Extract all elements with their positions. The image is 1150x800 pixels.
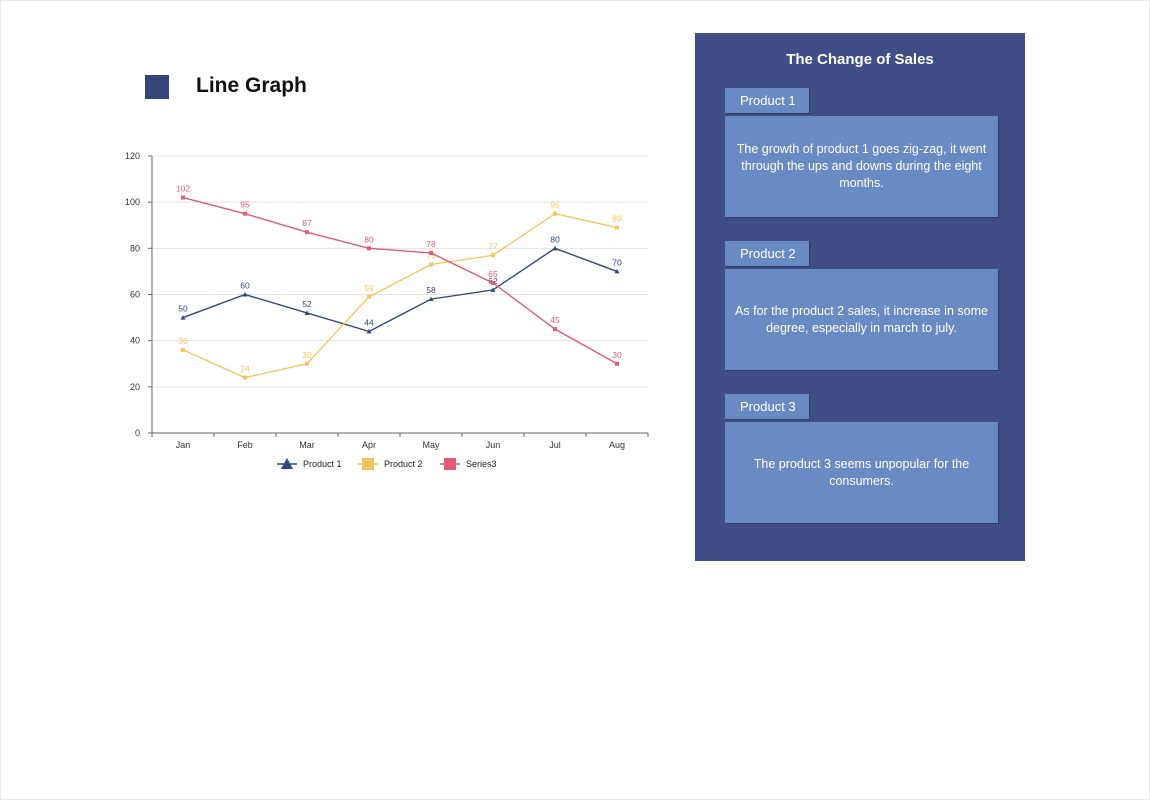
page-title: Line Graph xyxy=(196,74,307,97)
y-tick-label: 60 xyxy=(130,290,140,300)
data-point xyxy=(305,361,309,366)
data-label: 24 xyxy=(240,364,250,374)
data-point xyxy=(615,361,619,366)
data-label: 80 xyxy=(364,234,374,244)
y-tick-label: 120 xyxy=(125,151,140,161)
legend-label: Product 1 xyxy=(303,459,342,469)
data-label: 50 xyxy=(178,304,188,314)
series-line xyxy=(182,196,618,365)
x-tick-label: Apr xyxy=(362,440,376,450)
x-tick-label: Aug xyxy=(609,440,625,450)
data-point xyxy=(243,211,247,216)
data-point xyxy=(242,292,248,297)
y-tick-label: 20 xyxy=(130,382,140,392)
data-point xyxy=(366,328,372,334)
data-label: 44 xyxy=(364,317,374,327)
product-3-description: The product 3 seems unpopular for the co… xyxy=(725,422,998,523)
data-label: 87 xyxy=(302,218,312,228)
x-tick-label: May xyxy=(422,440,440,450)
legend-marker xyxy=(281,458,293,469)
data-label: 52 xyxy=(302,299,312,309)
data-point xyxy=(552,245,558,251)
y-tick-label: 40 xyxy=(130,336,140,346)
data-point xyxy=(491,280,495,285)
data-point xyxy=(305,230,309,235)
data-label: 30 xyxy=(612,350,622,360)
data-point xyxy=(615,225,619,230)
legend-label: Series3 xyxy=(466,459,497,469)
data-point xyxy=(181,195,185,200)
x-tick-label: Feb xyxy=(237,440,253,450)
title-marker-square xyxy=(145,75,169,99)
data-label: 80 xyxy=(550,234,560,244)
data-point xyxy=(429,250,433,255)
product-2-description: As for the product 2 sales, it increase … xyxy=(725,269,998,370)
data-point xyxy=(367,294,371,299)
legend-label: Product 2 xyxy=(384,459,423,469)
panel-title: The Change of Sales xyxy=(786,51,934,68)
y-tick-label: 100 xyxy=(125,197,140,207)
data-label: 78 xyxy=(426,239,436,249)
product-2-label: Product 2 xyxy=(725,241,809,266)
series-line xyxy=(182,247,618,333)
x-tick-label: Jun xyxy=(486,440,501,450)
data-label: 102 xyxy=(176,184,190,194)
data-label: 73 xyxy=(426,250,436,260)
data-label: 30 xyxy=(302,350,312,360)
y-tick-label: 80 xyxy=(130,243,140,253)
product-1-description: The growth of product 1 goes zig-zag, it… xyxy=(725,116,998,217)
data-label: 45 xyxy=(550,315,560,325)
x-tick-label: Mar xyxy=(299,440,315,450)
line-chart: 0 20 40 60 80 100 120 Jan Feb Mar Apr May Jun Jul Aug 5… xyxy=(125,151,649,470)
data-label: 95 xyxy=(240,200,250,210)
data-label: 58 xyxy=(426,285,436,295)
data-point xyxy=(180,315,186,320)
data-point xyxy=(428,296,434,302)
data-point xyxy=(243,375,247,380)
data-point xyxy=(614,268,620,274)
x-tick-label: Jul xyxy=(549,440,561,450)
data-label: 77 xyxy=(488,241,498,251)
data-point xyxy=(367,246,371,251)
data-label: 65 xyxy=(488,269,498,279)
data-label: 60 xyxy=(240,281,250,291)
data-point xyxy=(429,262,433,267)
data-point xyxy=(181,347,185,352)
data-point xyxy=(553,211,557,216)
data-label: 70 xyxy=(612,257,622,267)
data-label: 62 xyxy=(488,276,498,286)
data-point xyxy=(553,327,557,332)
data-point xyxy=(491,253,495,258)
sales-summary-panel: The Change of Sales Product 1 The growth… xyxy=(695,33,1025,561)
product-3-label: Product 3 xyxy=(725,394,809,419)
x-tick-label: Jan xyxy=(176,440,191,450)
product-1-label: Product 1 xyxy=(725,88,809,113)
legend-marker xyxy=(444,458,456,470)
data-point xyxy=(490,287,496,292)
y-tick-label: 0 xyxy=(135,428,140,438)
data-point xyxy=(304,310,310,315)
data-label: 59 xyxy=(364,283,374,293)
series-line xyxy=(182,212,618,379)
data-label: 36 xyxy=(178,336,188,346)
legend-marker xyxy=(362,458,374,470)
data-label: 89 xyxy=(612,214,622,224)
data-label: 95 xyxy=(550,200,560,210)
